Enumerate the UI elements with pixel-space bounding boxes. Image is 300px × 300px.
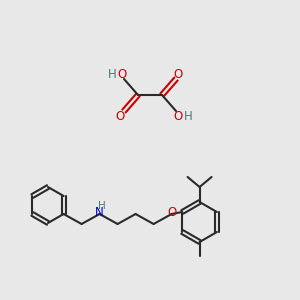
Text: N: N <box>95 206 104 220</box>
Text: O: O <box>117 68 127 80</box>
Text: H: H <box>184 110 192 122</box>
Text: O: O <box>173 110 183 122</box>
Text: O: O <box>167 206 176 220</box>
Text: O: O <box>116 110 124 122</box>
Text: O: O <box>173 68 183 80</box>
Text: H: H <box>108 68 116 80</box>
Text: H: H <box>98 201 106 211</box>
